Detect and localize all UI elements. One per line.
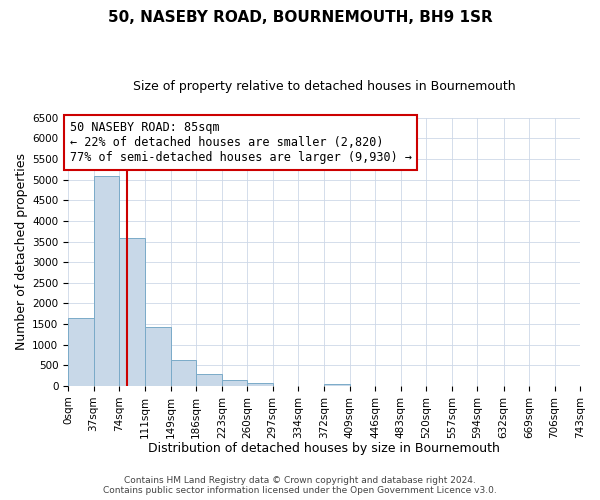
Bar xyxy=(247,382,273,386)
Bar xyxy=(145,328,171,386)
Bar xyxy=(171,360,196,386)
Title: Size of property relative to detached houses in Bournemouth: Size of property relative to detached ho… xyxy=(133,80,515,93)
Bar xyxy=(222,380,247,386)
Text: 50 NASEBY ROAD: 85sqm
← 22% of detached houses are smaller (2,820)
77% of semi-d: 50 NASEBY ROAD: 85sqm ← 22% of detached … xyxy=(70,121,412,164)
Bar xyxy=(94,176,119,386)
Bar xyxy=(119,238,145,386)
Bar xyxy=(325,384,350,386)
Text: 50, NASEBY ROAD, BOURNEMOUTH, BH9 1SR: 50, NASEBY ROAD, BOURNEMOUTH, BH9 1SR xyxy=(107,10,493,25)
Bar xyxy=(196,374,222,386)
Text: Contains HM Land Registry data © Crown copyright and database right 2024.
Contai: Contains HM Land Registry data © Crown c… xyxy=(103,476,497,495)
Bar xyxy=(68,318,94,386)
Y-axis label: Number of detached properties: Number of detached properties xyxy=(15,154,28,350)
X-axis label: Distribution of detached houses by size in Bournemouth: Distribution of detached houses by size … xyxy=(148,442,500,455)
